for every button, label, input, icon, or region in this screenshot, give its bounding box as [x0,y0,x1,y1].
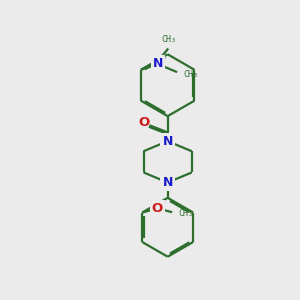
Text: N: N [153,57,163,70]
Text: O: O [152,202,163,214]
Text: CH₃: CH₃ [162,35,177,44]
Text: N: N [163,176,173,189]
Text: O: O [139,116,150,129]
Text: CH₃: CH₃ [178,209,193,218]
Text: N: N [163,135,173,148]
Text: CH₃: CH₃ [184,70,199,79]
